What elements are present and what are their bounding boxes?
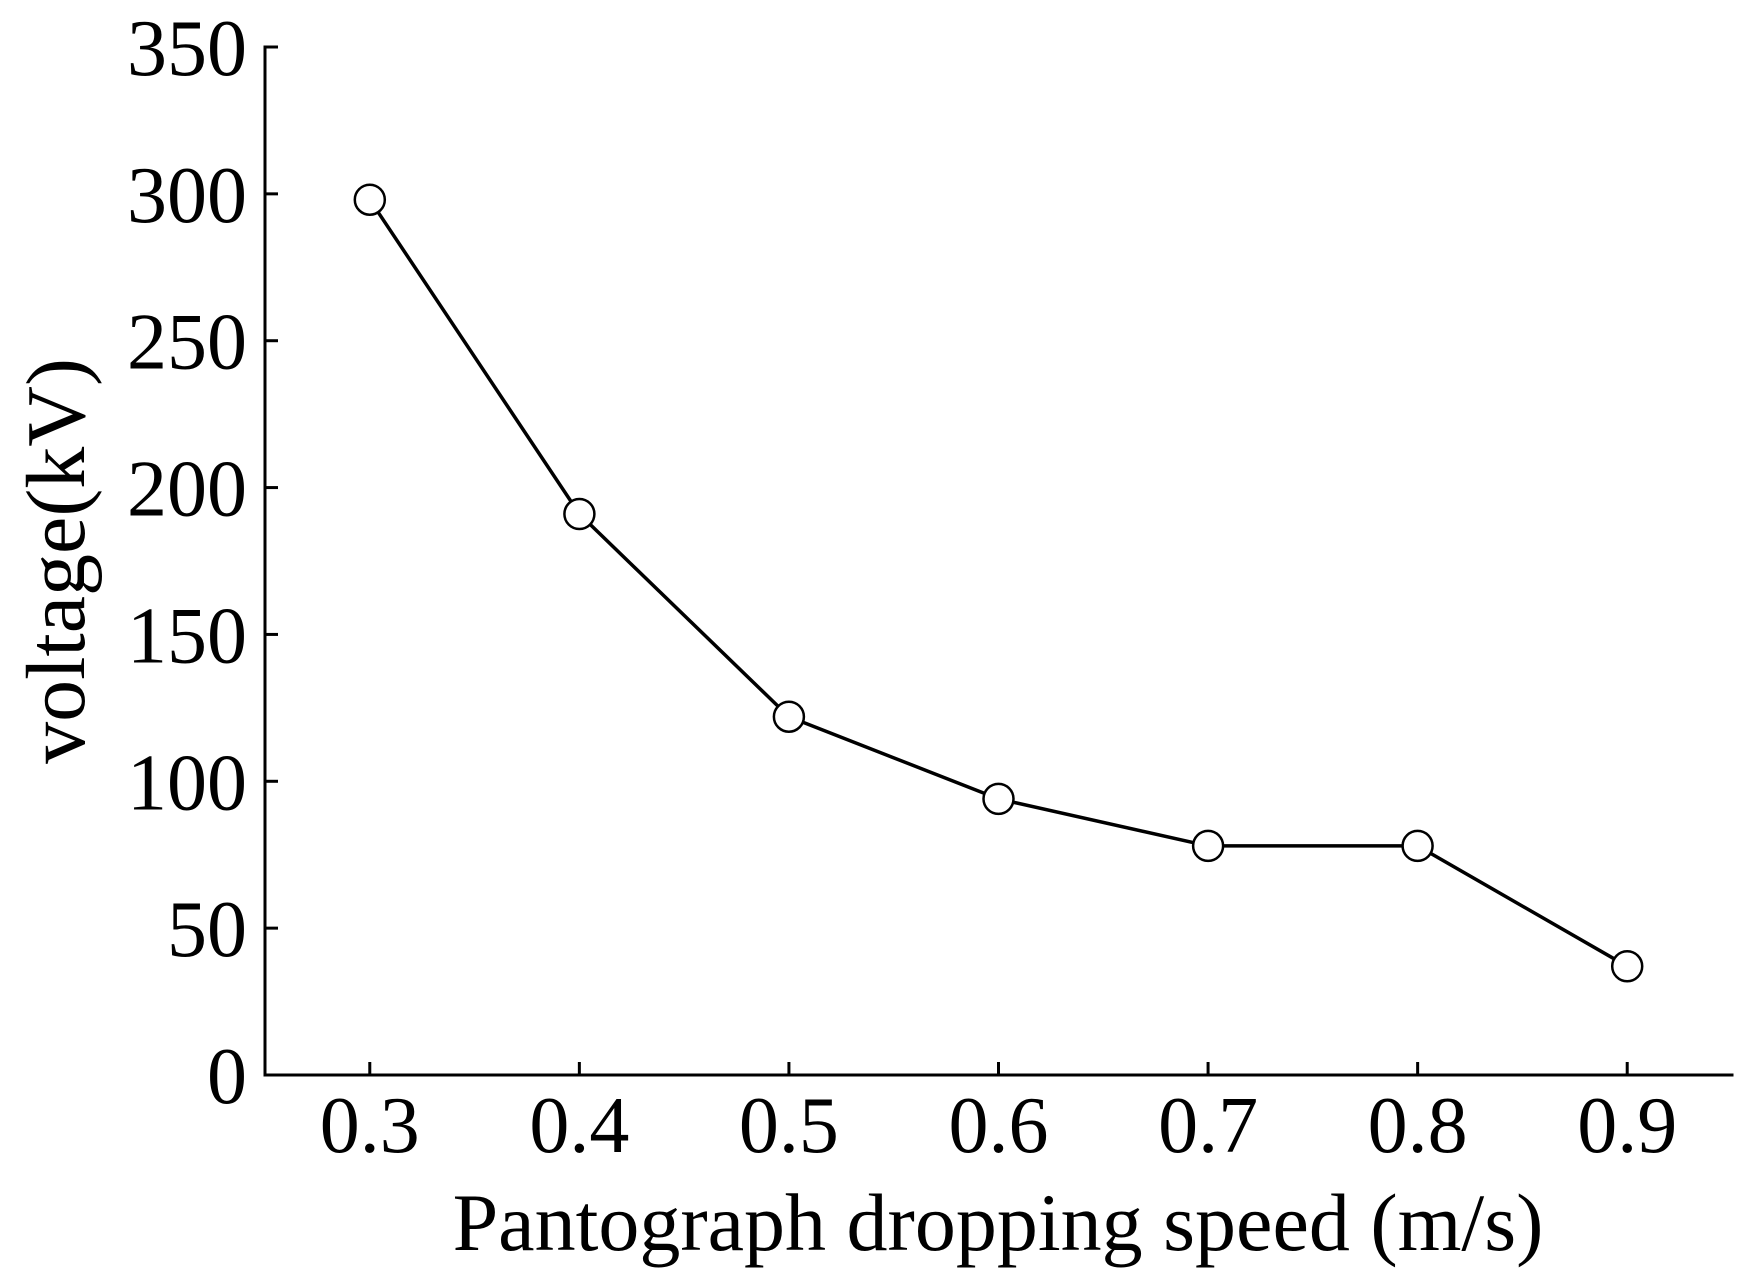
y-tick-label: 150 [127, 592, 247, 680]
x-tick-label: 0.6 [949, 1082, 1049, 1170]
y-axis-title: voltage(kV) [10, 358, 103, 764]
x-tick-label: 0.9 [1577, 1082, 1677, 1170]
x-axis-title: Pantograph dropping speed (m/s) [453, 1177, 1544, 1268]
data-point [563, 497, 596, 531]
series-layer [353, 183, 1644, 983]
x-tick-label: 0.7 [1158, 1082, 1258, 1170]
data-point [982, 782, 1015, 816]
y-tick-label: 0 [207, 1033, 247, 1121]
data-point [772, 700, 806, 733]
y-tick-label: 350 [127, 5, 247, 93]
x-tick-label: 0.8 [1368, 1082, 1468, 1170]
y-tick-label: 250 [127, 299, 247, 387]
y-tick-label: 100 [127, 739, 247, 827]
tick-labels-layer: 0 50 100 150 200 250 300 350 0.3 0.4 0.5 0.6 0.7 0.8 0… [127, 5, 1677, 1170]
x-tick-label: 0.5 [739, 1082, 839, 1170]
data-point [1401, 829, 1434, 863]
data-point [353, 183, 387, 216]
data-point [1191, 829, 1225, 863]
x-tick-label: 0.4 [529, 1082, 629, 1170]
y-tick-label: 200 [127, 446, 247, 534]
x-tick-label: 0.3 [320, 1082, 420, 1170]
data-point [1610, 950, 1644, 983]
y-tick-label: 50 [167, 886, 247, 974]
ticks-layer [265, 45, 1629, 1077]
y-tick-label: 300 [127, 152, 247, 240]
